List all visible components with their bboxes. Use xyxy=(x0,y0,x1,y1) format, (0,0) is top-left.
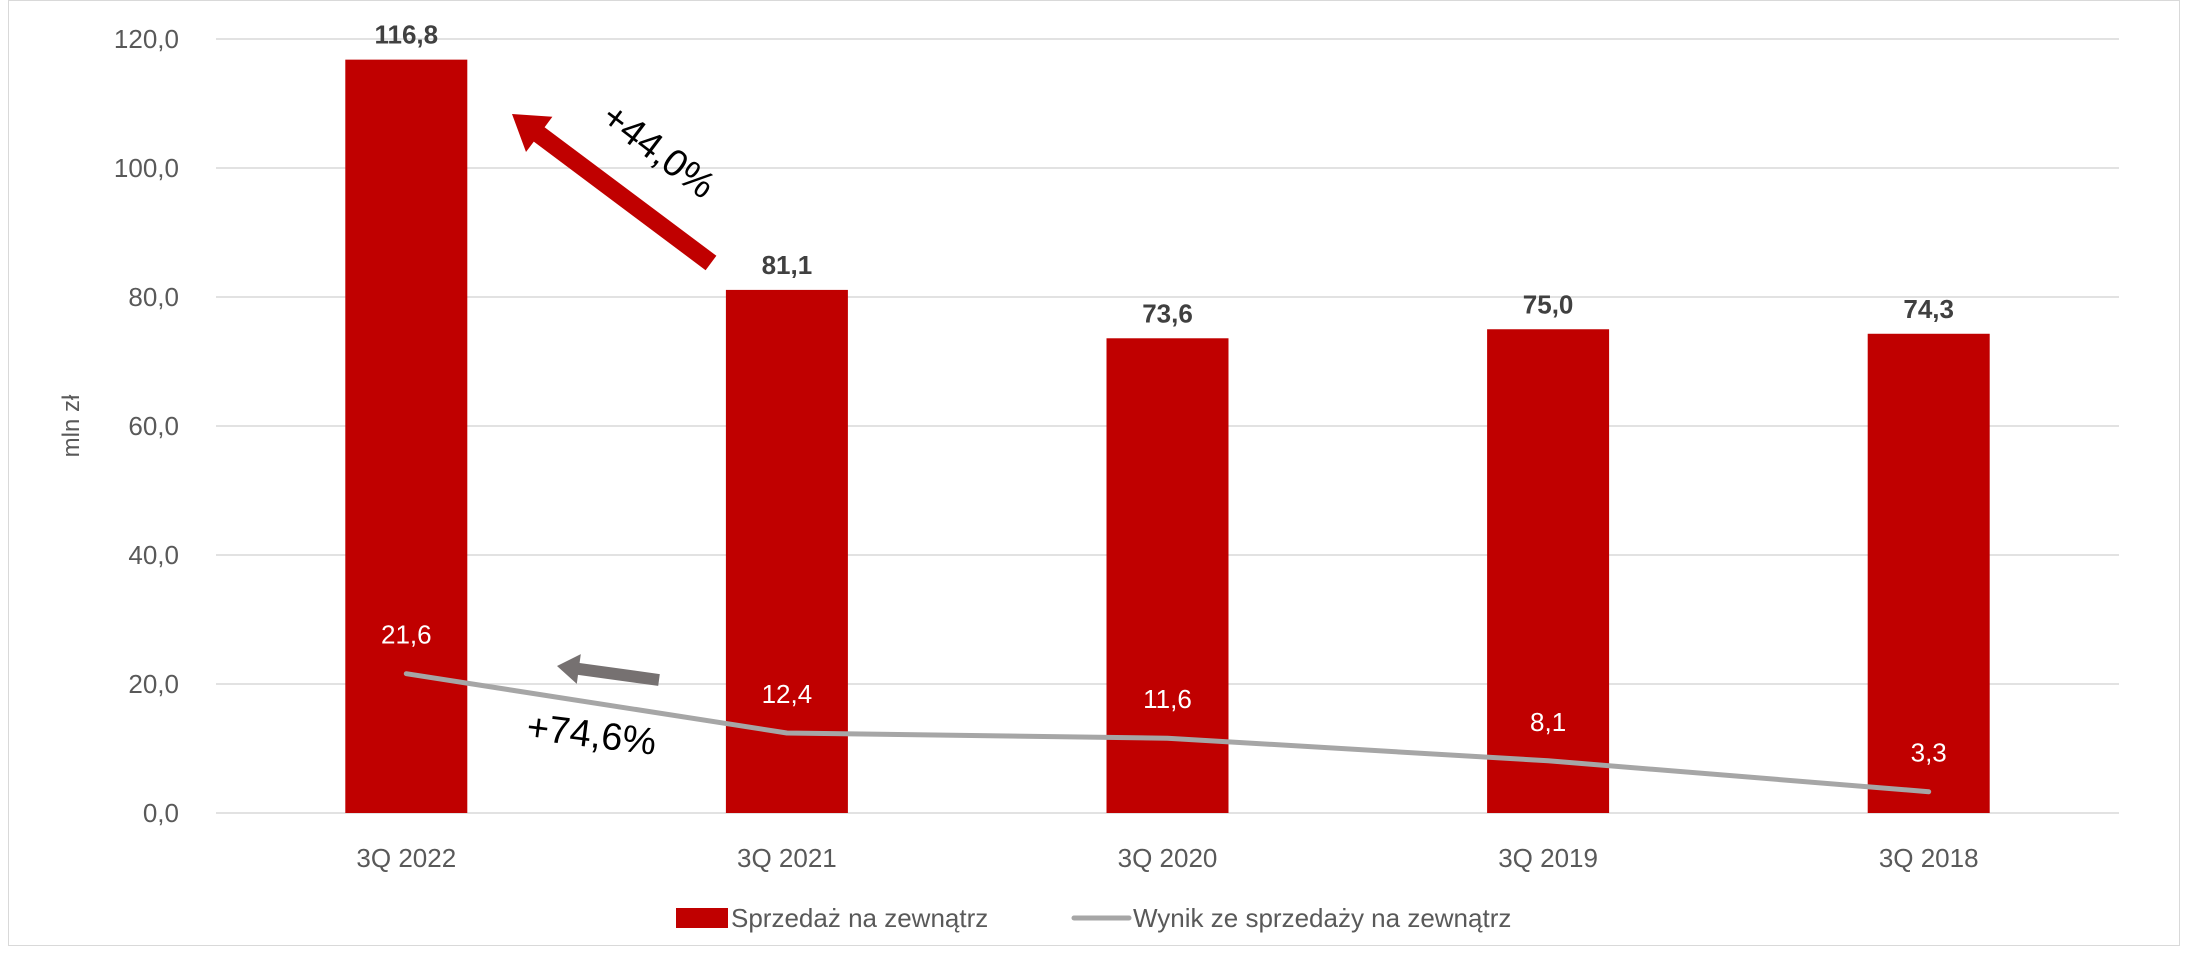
chart-frame: 0,0 20,0 40,0 60,0 80,0 100,0 120,0 mln zł 116… xyxy=(8,0,2180,946)
y-tick-labels: 0,0 20,0 40,0 60,0 80,0 100,0 120,0 xyxy=(114,24,179,828)
line-series: 21,6 12,4 11,6 8,1 3,3 xyxy=(381,620,1947,795)
x-tick-labels: 3Q 2022 3Q 2021 3Q 2020 3Q 2019 3Q 2018 xyxy=(356,843,1978,873)
line-data-label: 11,6 xyxy=(1143,684,1192,714)
y-axis-label: mln zł xyxy=(58,394,85,457)
x-tick-label: 3Q 2018 xyxy=(1879,843,1979,873)
bar xyxy=(345,59,468,813)
bar-line-chart: 0,0 20,0 40,0 60,0 80,0 100,0 120,0 mln zł 116… xyxy=(58,20,2119,933)
x-tick-label: 3Q 2021 xyxy=(737,843,837,873)
annotation-label: +74,6% xyxy=(524,706,658,764)
y-tick-label: 100,0 xyxy=(114,153,179,183)
bar-data-label: 74,3 xyxy=(1903,294,1954,324)
bar-data-label: 75,0 xyxy=(1523,289,1574,319)
growth-arrow-bars xyxy=(512,114,717,271)
legend: Sprzedaż na zewnątrz Wynik ze sprzedaży n… xyxy=(676,903,1511,933)
line-data-label: 21,6 xyxy=(381,620,432,650)
bar-data-label: 116,8 xyxy=(374,20,438,50)
y-tick-label: 40,0 xyxy=(128,540,179,570)
y-tick-label: 80,0 xyxy=(128,282,179,312)
legend-swatch-bar xyxy=(676,908,728,928)
x-tick-label: 3Q 2019 xyxy=(1498,843,1598,873)
y-tick-label: 120,0 xyxy=(114,24,179,54)
line-data-label: 3,3 xyxy=(1911,738,1947,768)
annotations: +44,0%+74,6% xyxy=(512,96,723,764)
bar xyxy=(1106,338,1229,813)
legend-label: Wynik ze sprzedaży na zewnątrz xyxy=(1133,903,1511,933)
line-data-label: 12,4 xyxy=(762,679,813,709)
legend-label: Sprzedaż na zewnątrz xyxy=(731,903,988,933)
x-tick-label: 3Q 2020 xyxy=(1118,843,1218,873)
bar xyxy=(1487,329,1610,813)
x-tick-label: 3Q 2022 xyxy=(356,843,456,873)
line-data-label: 8,1 xyxy=(1530,707,1566,737)
bar-data-label: 73,6 xyxy=(1142,298,1193,328)
y-tick-label: 0,0 xyxy=(143,798,179,828)
y-tick-label: 60,0 xyxy=(128,411,179,441)
growth-arrow-result xyxy=(557,654,660,686)
bar xyxy=(1867,333,1990,813)
bar-data-label: 81,1 xyxy=(762,250,813,280)
y-tick-label: 20,0 xyxy=(128,669,179,699)
